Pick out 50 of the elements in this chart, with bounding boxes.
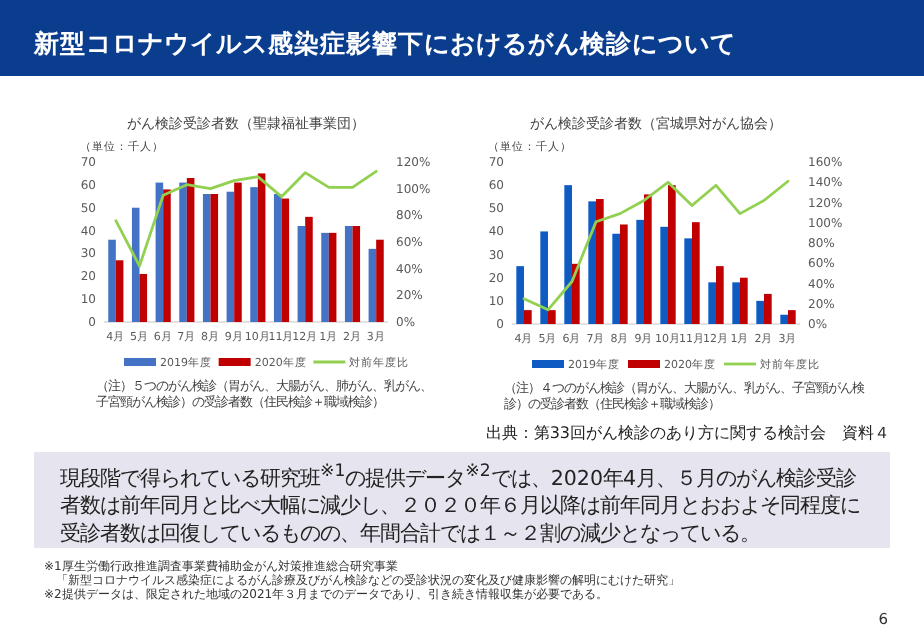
bar xyxy=(297,226,306,322)
bar xyxy=(596,199,604,324)
bar xyxy=(612,233,620,324)
bar xyxy=(179,182,187,322)
bar xyxy=(716,266,724,324)
bar xyxy=(740,277,748,324)
bar xyxy=(692,222,700,324)
bar xyxy=(368,248,377,322)
source-note: 出典：第33回がん検診のあり方に関する検討会 資料４ xyxy=(485,424,890,442)
bar xyxy=(108,239,116,322)
bar xyxy=(540,231,548,324)
bar xyxy=(636,219,644,324)
bar xyxy=(668,185,676,324)
bar xyxy=(732,282,740,324)
bar xyxy=(516,266,524,324)
bar xyxy=(352,226,361,322)
bar xyxy=(376,239,384,322)
bar xyxy=(163,189,171,322)
bar xyxy=(202,194,211,322)
bar xyxy=(660,226,668,324)
bar xyxy=(344,226,353,322)
bar xyxy=(131,207,140,322)
bar xyxy=(250,187,258,322)
bar xyxy=(257,173,266,322)
bar xyxy=(684,238,692,324)
bar xyxy=(273,194,282,322)
bar xyxy=(588,201,596,324)
bar xyxy=(139,274,148,322)
bar xyxy=(305,216,313,322)
bar xyxy=(756,300,764,324)
bar xyxy=(328,232,337,322)
line-series xyxy=(522,179,790,312)
bar xyxy=(788,310,796,324)
bar xyxy=(564,185,572,324)
bar xyxy=(524,310,532,324)
bar xyxy=(764,293,772,324)
bar xyxy=(186,178,195,322)
bar xyxy=(226,191,235,322)
bar xyxy=(620,224,628,324)
bar xyxy=(644,194,652,324)
bar xyxy=(780,314,788,324)
bar xyxy=(548,310,556,324)
bar xyxy=(708,282,716,324)
bar xyxy=(234,182,242,322)
line-series xyxy=(114,169,378,268)
bar xyxy=(210,194,219,322)
text: 新型コロナウイルス感染症影響下におけるがん検診について xyxy=(32,28,736,58)
bar xyxy=(115,260,124,322)
bar xyxy=(281,198,290,322)
bar xyxy=(321,232,329,322)
